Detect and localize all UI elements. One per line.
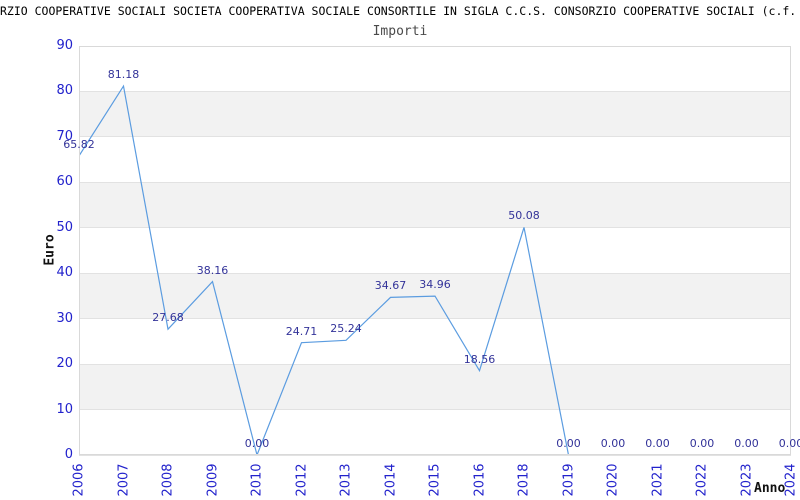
x-tick-label: 2018 (516, 463, 532, 497)
grid-band (79, 409, 791, 455)
y-tick-label: 0 (64, 447, 73, 462)
data-point-label: 0.00 (778, 437, 800, 450)
data-point-label: 34.67 (374, 279, 407, 293)
data-point-label: 34.96 (419, 278, 451, 292)
gridline (79, 272, 791, 274)
y-tick-label: 60 (56, 174, 73, 190)
x-tick-label: 2016 (472, 463, 487, 497)
data-line-layer (79, 84, 791, 455)
x-tick-label: 2013 (338, 463, 354, 497)
grid-band (79, 46, 791, 92)
x-tick-label: 2009 (205, 463, 220, 497)
grid-band (79, 318, 791, 365)
chart-title: RZIO COOPERATIVE SOCIALI SOCIETA COOPERA… (0, 4, 797, 18)
y-axis-title: Euro (42, 234, 58, 266)
x-tick-label: 2021 (650, 463, 665, 497)
x-tick-label: 2006 (71, 463, 87, 497)
data-point-label: 27.68 (152, 311, 184, 325)
x-tick-label: 2015 (427, 463, 443, 497)
data-point-label: 0.00 (244, 437, 270, 450)
gridline (79, 363, 791, 365)
x-tick-label: 2022 (694, 463, 710, 497)
chart-subtitle: Importi (372, 24, 428, 39)
data-point-label: 81.18 (107, 68, 140, 82)
x-tick-label: 2007 (116, 463, 131, 497)
data-point-label: 0.00 (645, 437, 670, 450)
y-tick-label: 50 (56, 219, 73, 235)
x-tick-label: 2008 (160, 463, 176, 497)
gridline (79, 318, 791, 320)
gridline (79, 409, 791, 411)
data-point-label: 0.00 (689, 437, 715, 450)
grid-band (79, 182, 791, 228)
x-tick-label: 2023 (739, 463, 754, 497)
y-tick-label: 90 (56, 38, 73, 53)
data-line (79, 84, 791, 455)
y-tick-label: 40 (56, 265, 73, 281)
grid-band (79, 136, 791, 183)
gridline (79, 90, 791, 92)
x-tick-label: 2020 (605, 463, 621, 497)
y-tick-label: 80 (56, 83, 73, 99)
x-tick-label: 2024 (783, 463, 799, 497)
data-point-label: 0.00 (734, 437, 759, 450)
data-point-label: 65.82 (63, 137, 95, 151)
gridline (79, 227, 791, 229)
grid-band (79, 91, 791, 137)
data-point-label: 0.00 (556, 437, 581, 450)
data-point-label: 18.56 (463, 352, 496, 366)
y-tick-label: 10 (56, 401, 73, 417)
data-point-label: 0.00 (600, 437, 626, 450)
y-tick-label: 30 (56, 310, 73, 326)
x-tick-label: 2019 (561, 463, 576, 497)
x-tick-label: 2012 (294, 463, 309, 497)
gridline (79, 454, 791, 456)
gridline (79, 181, 791, 183)
gridline (79, 136, 791, 138)
grid-band (79, 364, 791, 410)
y-tick-label: 20 (56, 356, 73, 372)
data-point-label: 38.16 (196, 263, 229, 277)
data-point-label: 50.08 (508, 209, 540, 223)
x-tick-label: 2010 (249, 463, 265, 497)
x-axis-title: Anno (754, 481, 786, 496)
y-tick-label: 70 (56, 128, 73, 144)
data-point-label: 24.71 (285, 324, 318, 338)
grid-band (79, 227, 791, 274)
x-tick-label: 2014 (383, 463, 398, 497)
data-point-label: 25.24 (330, 322, 362, 336)
